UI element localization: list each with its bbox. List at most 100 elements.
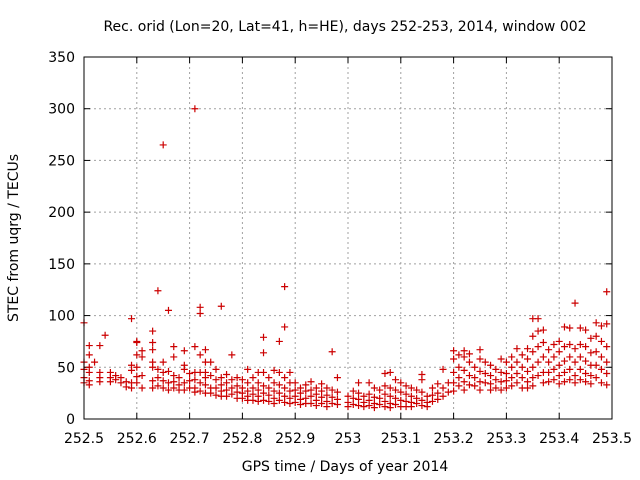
y-axis-title: STEC from uqrg / TECUs — [6, 154, 22, 322]
grid-lines — [84, 57, 612, 419]
data-point — [149, 327, 157, 335]
data-point — [465, 350, 473, 358]
data-point — [333, 388, 341, 396]
data-point — [254, 386, 262, 394]
y-tick-label: 300 — [48, 102, 75, 118]
data-point — [476, 386, 484, 394]
data-point — [270, 366, 278, 374]
data-point — [587, 380, 595, 388]
data-point — [275, 337, 283, 345]
data-point — [502, 377, 510, 385]
data-point — [560, 368, 568, 376]
data-point — [587, 334, 595, 342]
data-point — [254, 379, 262, 387]
data-point — [455, 363, 463, 371]
data-point — [518, 374, 526, 382]
data-point — [349, 394, 357, 402]
data-point — [460, 386, 468, 394]
data-point — [423, 403, 431, 411]
data-point — [333, 401, 341, 409]
data-point — [233, 374, 241, 382]
data-point — [159, 384, 167, 392]
y-tick-label: 350 — [48, 50, 75, 66]
data-point — [381, 403, 389, 411]
data-point — [286, 399, 294, 407]
data-point — [281, 384, 289, 392]
data-point — [376, 386, 384, 394]
data-point — [460, 353, 468, 361]
data-point — [539, 353, 547, 361]
x-tick-label: 252.7 — [170, 431, 210, 447]
data-point — [170, 353, 178, 361]
data-point — [296, 389, 304, 397]
data-point — [149, 346, 157, 354]
data-point — [386, 384, 394, 392]
data-point — [534, 372, 542, 380]
data-point — [370, 404, 378, 412]
data-point — [465, 372, 473, 380]
data-point — [439, 365, 447, 373]
data-point — [487, 386, 495, 394]
data-point — [170, 384, 178, 392]
data-point — [576, 365, 584, 373]
data-point — [476, 355, 484, 363]
data-point — [270, 399, 278, 407]
data-point — [497, 386, 505, 394]
data-point — [465, 381, 473, 389]
data-point — [566, 365, 574, 373]
data-point — [85, 368, 93, 376]
x-tick-label: 253.4 — [539, 431, 579, 447]
data-point — [164, 306, 172, 314]
x-tick-label: 252.8 — [222, 431, 262, 447]
x-tick-label: 253.2 — [434, 431, 474, 447]
data-point — [524, 345, 532, 353]
data-point — [265, 391, 273, 399]
data-point — [529, 382, 537, 390]
data-point — [101, 331, 109, 339]
data-point — [217, 374, 225, 382]
data-point — [149, 384, 157, 392]
data-point — [582, 378, 590, 386]
data-point — [524, 367, 532, 375]
data-point — [592, 348, 600, 356]
data-point — [91, 358, 99, 366]
data-point — [96, 378, 104, 386]
data-point — [476, 378, 484, 386]
data-point — [133, 351, 141, 359]
data-point — [265, 397, 273, 405]
x-tick-label: 252.9 — [275, 431, 315, 447]
data-point — [560, 357, 568, 365]
data-point — [223, 371, 231, 379]
data-point — [471, 374, 479, 382]
data-point — [270, 379, 278, 387]
data-point — [571, 358, 579, 366]
data-point — [534, 327, 542, 335]
data-point — [376, 394, 384, 402]
data-point — [291, 379, 299, 387]
data-point — [603, 381, 611, 389]
data-point — [170, 372, 178, 380]
y-tick-label: 0 — [66, 412, 75, 428]
data-point — [275, 389, 283, 397]
data-point — [492, 376, 500, 384]
data-point — [513, 358, 521, 366]
data-point — [428, 384, 436, 392]
y-tick-label: 150 — [48, 257, 75, 273]
data-point — [413, 399, 421, 407]
data-point — [592, 332, 600, 340]
data-point — [576, 376, 584, 384]
data-point — [223, 392, 231, 400]
data-point — [112, 376, 120, 384]
data-point — [159, 141, 167, 149]
data-point — [249, 396, 257, 404]
data-point — [545, 358, 553, 366]
data-point — [106, 378, 114, 386]
data-point — [534, 343, 542, 351]
data-point — [423, 392, 431, 400]
data-point — [149, 363, 157, 371]
data-point — [418, 388, 426, 396]
data-point — [487, 361, 495, 369]
data-point — [460, 366, 468, 374]
data-point — [381, 390, 389, 398]
data-point — [524, 355, 532, 363]
